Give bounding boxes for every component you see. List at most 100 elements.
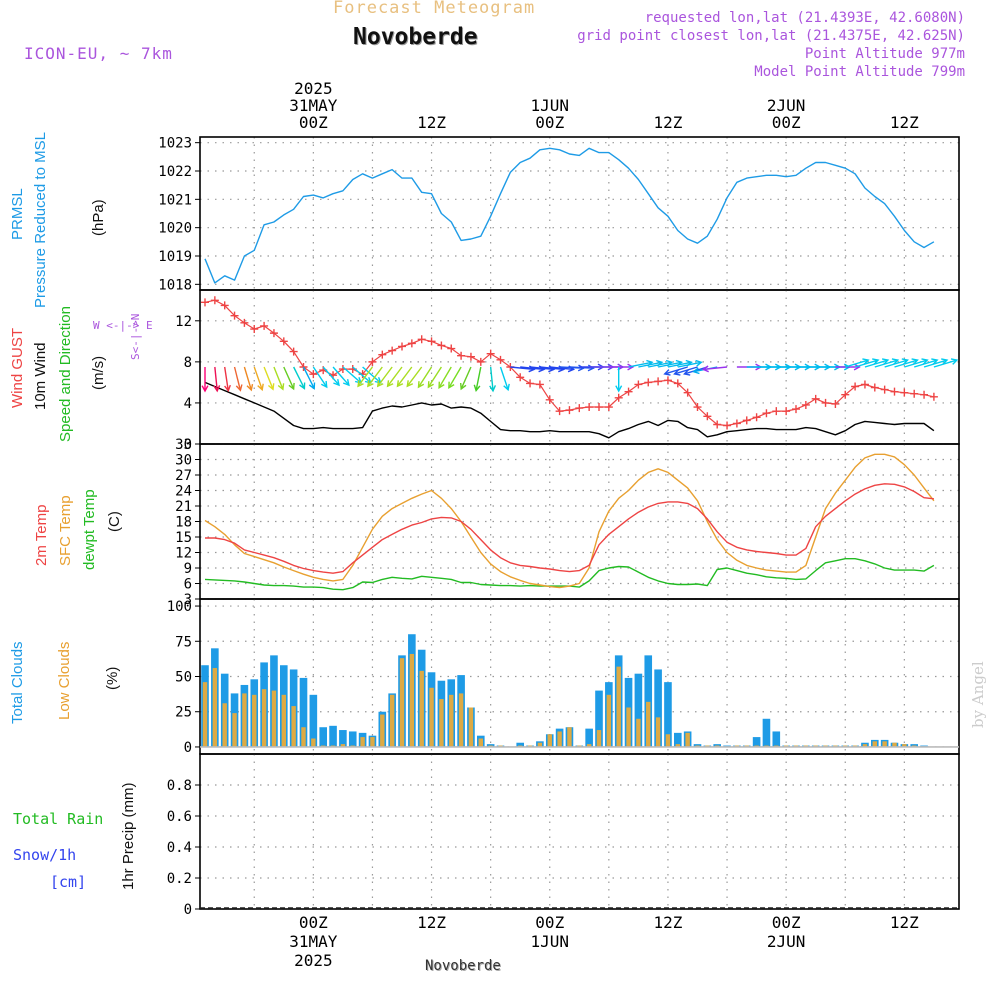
wind-arrow xyxy=(293,366,306,390)
gust-marker xyxy=(437,341,446,350)
gust-marker xyxy=(841,390,850,399)
wind-arrow-head xyxy=(406,380,414,388)
y-tick-label: 24 xyxy=(175,484,192,500)
wind-arrow-head xyxy=(438,381,445,389)
gust-marker xyxy=(851,382,860,391)
gust-marker xyxy=(585,403,594,412)
gust-marker xyxy=(398,342,406,351)
wind-arrow xyxy=(302,366,316,390)
low-cloud-bar xyxy=(675,744,680,747)
wind-arrow-head xyxy=(911,358,919,365)
clouds-panel: 0 25 50 75 100 xyxy=(167,598,960,756)
gust-marker xyxy=(417,335,426,344)
location-title: Novoberde xyxy=(353,24,478,50)
total-cloud-bar xyxy=(319,727,327,747)
requested-coords: requested lon,lat (21.4393E, 42.6080N) xyxy=(644,10,965,26)
y-tick-label: 1018 xyxy=(158,277,192,293)
wind-arrow-shaft xyxy=(510,366,535,371)
total-cloud-bar xyxy=(664,682,672,747)
y-tick-label: 8 xyxy=(184,355,192,371)
total-cloud-bar xyxy=(752,737,761,747)
wind-arrow-shaft xyxy=(312,366,328,388)
total-cloud-bar xyxy=(910,744,918,747)
low-cloud-bar xyxy=(616,666,621,747)
low-cloud-bar xyxy=(360,737,365,747)
low-cloud-bar xyxy=(468,707,474,747)
time-label: 2JUN xyxy=(767,932,806,951)
wind-arrow xyxy=(438,366,452,389)
total-cloud-bar xyxy=(693,744,702,747)
wind-arrow-head xyxy=(308,382,316,390)
wind-arrow-shaft xyxy=(664,366,688,375)
wind-arrow-shaft xyxy=(854,359,879,368)
low-cloud-bar xyxy=(449,694,454,747)
wind-arrow-head xyxy=(627,363,635,371)
wind-arrow-head xyxy=(853,363,861,371)
wind-arrow-head xyxy=(386,380,394,388)
gust-marker xyxy=(289,347,298,356)
wind-arrow-shaft xyxy=(396,366,413,387)
snow-label: Snow/1h xyxy=(13,846,77,864)
low-cloud-bar xyxy=(478,738,483,747)
wind-arrow-shaft xyxy=(913,359,938,368)
snow-unit-label: [cm] xyxy=(50,873,87,891)
y-tick-label: 0 xyxy=(184,902,192,918)
wind-arrow-shaft xyxy=(638,361,663,368)
time-label: 00Z xyxy=(772,913,801,932)
gust-marker xyxy=(801,400,810,409)
wind-arrow xyxy=(904,358,929,368)
total-cloud-bar xyxy=(585,728,593,747)
low-cloud-bar xyxy=(557,731,562,747)
low-cloud-bar xyxy=(212,668,218,747)
forecast-title: Forecast Meteogram xyxy=(333,0,536,18)
wind-arrow-shaft xyxy=(387,366,403,387)
y-tick-label: 0 xyxy=(184,740,192,756)
wind-arrow-head xyxy=(267,383,275,391)
rain-label: Total Rain xyxy=(13,810,104,828)
total-cloud-bar xyxy=(516,742,524,747)
total-cloud-bar xyxy=(772,731,781,747)
wind-arrow xyxy=(933,358,959,368)
gust-marker xyxy=(614,393,623,402)
y-tick-label: 0.4 xyxy=(167,840,192,856)
y-tick-label: 3 xyxy=(184,592,192,608)
wind-arrow xyxy=(213,366,221,393)
low-cloud-bar xyxy=(242,693,247,747)
wind-arrow-shaft xyxy=(489,366,494,391)
total-cloud-bar xyxy=(329,725,337,747)
time-label: 1JUN xyxy=(530,96,569,115)
y-tick-label: 0.2 xyxy=(167,871,192,887)
gust-marker xyxy=(693,403,702,412)
gust-marker xyxy=(535,380,544,389)
wind-arrow-shaft xyxy=(923,359,948,368)
gust-marker xyxy=(388,346,397,355)
gust-marker xyxy=(624,387,633,396)
wind-arrow-shaft xyxy=(322,366,340,386)
y-tick-label: 0 xyxy=(184,437,192,453)
wind-arrow-head xyxy=(427,381,434,389)
wind-arrow-head xyxy=(695,359,703,367)
wind-arrow xyxy=(273,366,285,391)
wind-arrow-shaft xyxy=(874,359,898,368)
gust-marker xyxy=(240,318,249,327)
wind-arrow xyxy=(874,358,900,368)
wind-arrow-head xyxy=(683,369,691,376)
gust-marker xyxy=(555,407,564,416)
wind-arrow xyxy=(233,366,243,392)
low-cloud-bar xyxy=(655,717,661,747)
wind-arrow xyxy=(263,366,275,391)
wind-arrow-shaft xyxy=(657,361,682,368)
wind-arrow-shaft xyxy=(894,359,918,368)
wind-arrow-head xyxy=(235,384,243,392)
wind-arrow-shaft xyxy=(427,366,442,388)
gust-marker xyxy=(407,339,416,348)
wind-arrow xyxy=(845,358,870,368)
wind-arrow xyxy=(663,366,688,376)
wind-arrow xyxy=(489,366,497,393)
gust-marker xyxy=(703,412,712,421)
gust-marker xyxy=(821,398,830,407)
time-label: 2JUN xyxy=(767,96,806,115)
